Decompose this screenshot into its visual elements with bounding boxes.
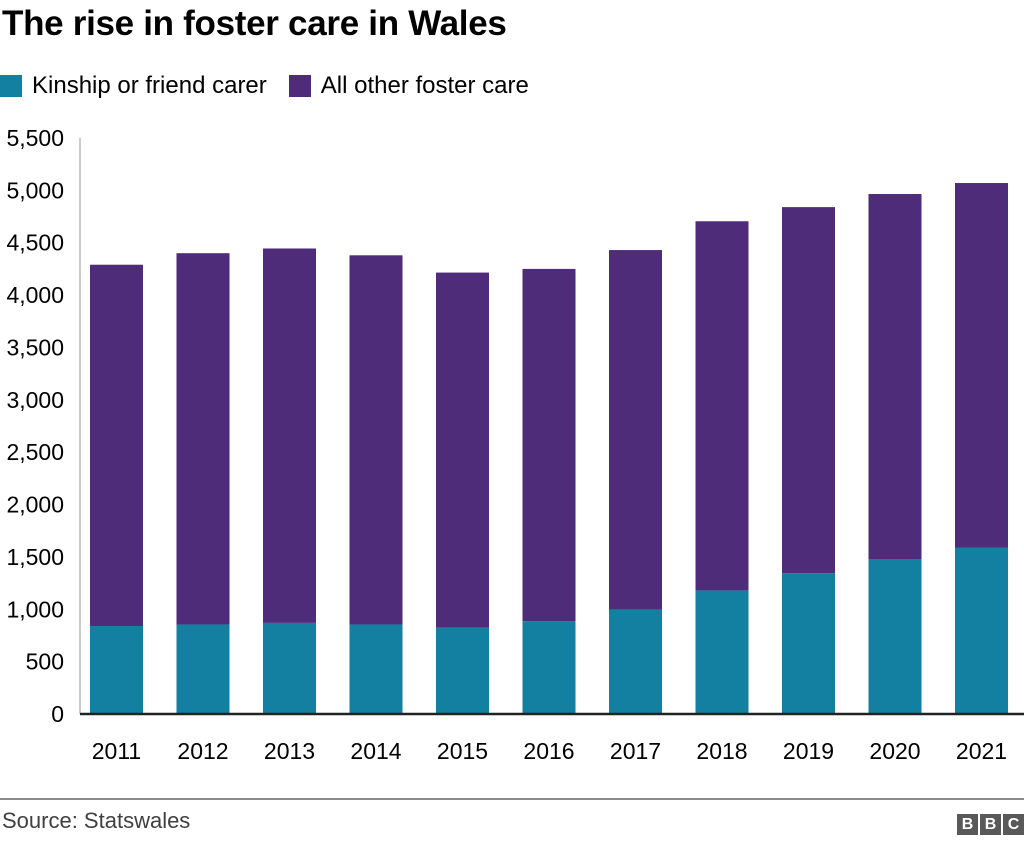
x-tick-label: 2013 — [264, 738, 315, 764]
bar-other-2015 — [436, 272, 489, 628]
y-tick-label: 3,000 — [6, 387, 64, 413]
x-axis: 2011 2012 2013 2014 2015 2016 2017 2018 2019 2020… — [80, 712, 1024, 764]
legend: Kinship or friend carer All other foster… — [0, 70, 551, 102]
bbc-logo: B B C — [957, 814, 1024, 835]
chart-title: The rise in foster care in Wales — [2, 4, 507, 43]
bar-kinship-2015 — [436, 627, 489, 714]
y-tick-label: 5,500 — [6, 125, 64, 151]
bar-other-2019 — [782, 207, 835, 574]
bar-other-2011 — [90, 264, 143, 627]
legend-item-kinship: Kinship or friend carer — [0, 72, 267, 100]
bar-kinship-2013 — [263, 622, 316, 714]
bar-other-2020 — [868, 194, 922, 560]
bar-group-2012 — [176, 253, 230, 714]
x-tick-label: 2020 — [869, 738, 920, 764]
legend-label-kinship: Kinship or friend carer — [32, 72, 267, 99]
bar-other-2012 — [176, 253, 230, 625]
y-axis: 0 500 1,000 1,500 2,000 2,500 3,000 3,500 4,000 4… — [6, 125, 81, 727]
bar-kinship-2011 — [90, 626, 143, 714]
x-tick-label: 2019 — [783, 738, 834, 764]
x-tick-label: 2021 — [956, 738, 1007, 764]
bar-group-2020 — [868, 194, 922, 714]
x-tick-label: 2014 — [350, 738, 401, 764]
bar-group-2021 — [955, 183, 1008, 714]
y-tick-label: 0 — [51, 701, 64, 727]
legend-swatch-other — [288, 75, 311, 97]
x-tick-label: 2011 — [92, 738, 141, 764]
bar-group-2014 — [349, 255, 403, 714]
y-tick-label: 5,000 — [6, 177, 64, 203]
x-tick-label: 2016 — [523, 738, 574, 764]
x-tick-label: 2015 — [437, 738, 488, 764]
bar-kinship-2016 — [522, 621, 576, 714]
y-tick-label: 2,500 — [6, 439, 64, 465]
bar-other-2014 — [349, 255, 403, 625]
bar-kinship-2017 — [609, 609, 662, 714]
bar-group-2013 — [263, 248, 316, 714]
bar-other-2013 — [263, 248, 316, 623]
source-note: Source: Statswales — [2, 808, 191, 833]
legend-label-other: All other foster care — [320, 72, 529, 99]
bbc-logo-letter: B — [980, 814, 1001, 835]
bar-group-2011 — [90, 264, 143, 714]
bar-group-2016 — [522, 268, 576, 714]
y-tick-label: 3,500 — [6, 334, 64, 360]
y-tick-label: 1,500 — [6, 544, 64, 570]
bar-kinship-2012 — [176, 624, 230, 714]
legend-swatch-kinship — [0, 75, 22, 97]
footer-divider — [0, 798, 1024, 800]
y-tick-label: 4,000 — [6, 282, 64, 308]
bars — [90, 183, 1008, 714]
bar-other-2017 — [609, 250, 662, 610]
bar-kinship-2019 — [782, 573, 835, 714]
bar-kinship-2014 — [349, 624, 403, 714]
bar-kinship-2020 — [868, 559, 922, 714]
y-tick-label: 2,000 — [6, 492, 64, 518]
bbc-logo-letter: C — [1003, 814, 1024, 835]
y-tick-label: 500 — [26, 649, 64, 675]
bar-group-2017 — [609, 250, 662, 714]
x-tick-label: 2018 — [696, 738, 747, 764]
bar-group-2019 — [782, 207, 835, 714]
y-tick-label: 1,000 — [6, 596, 64, 622]
bar-group-2018 — [695, 221, 749, 714]
stacked-bar-chart: 0 500 1,000 1,500 2,000 2,500 3,000 3,500 4,000 4… — [6, 125, 1024, 764]
bar-kinship-2018 — [695, 590, 749, 714]
bar-other-2021 — [955, 183, 1008, 548]
x-tick-label: 2017 — [610, 738, 661, 764]
bbc-logo-letter: B — [957, 814, 978, 835]
bar-other-2016 — [522, 268, 576, 622]
bar-group-2015 — [436, 272, 489, 714]
x-tick-label: 2012 — [177, 738, 228, 764]
bar-other-2018 — [695, 221, 749, 591]
y-tick-label: 4,500 — [6, 230, 64, 256]
bar-kinship-2021 — [955, 547, 1008, 714]
legend-item-other: All other foster care — [288, 72, 529, 100]
